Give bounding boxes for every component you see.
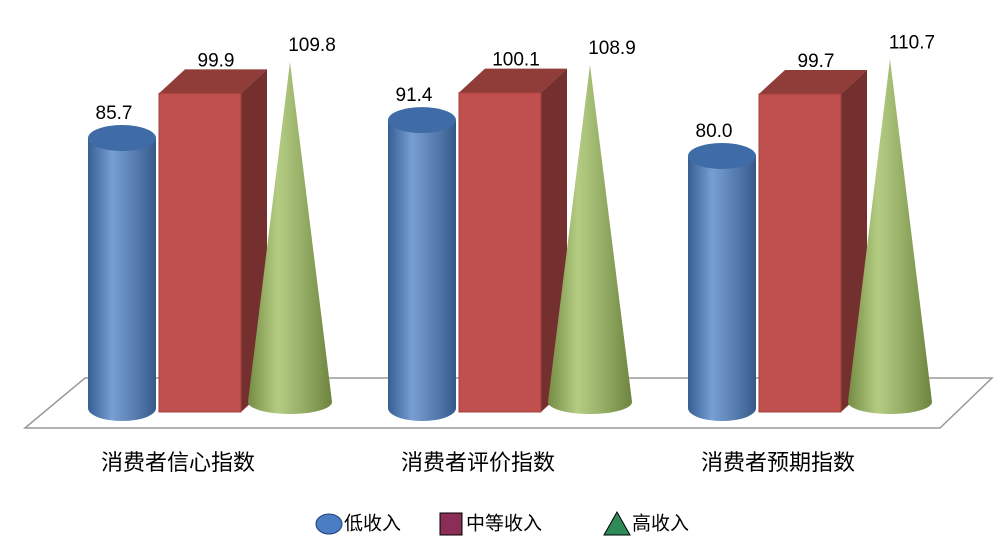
value-label: 109.8 [288, 35, 336, 56]
legend-label: 高收入 [632, 513, 689, 535]
legend-label: 中等收入 [466, 513, 542, 535]
legend-label: 低收入 [344, 513, 401, 535]
value-label: 99.9 [198, 50, 235, 71]
value-label: 80.0 [696, 121, 733, 142]
cylinder-shade [388, 120, 456, 421]
floor [22, 377, 994, 429]
bar [548, 64, 632, 414]
value-label: 100.1 [492, 50, 540, 71]
legend-marker [439, 512, 463, 536]
value-label: 99.7 [798, 51, 835, 72]
cylinder-top [688, 143, 756, 169]
box-top [459, 68, 567, 93]
box-top [159, 69, 267, 94]
cylinder-shade [88, 138, 156, 422]
value-label: 91.4 [396, 85, 433, 106]
box-top-shade [159, 69, 267, 94]
x-tick-label: 消费者预期指数 [701, 451, 855, 476]
cylinder-top [388, 107, 456, 134]
box-top-shade [759, 69, 867, 94]
cylinder-top [88, 125, 156, 152]
cylinder-shade [688, 156, 756, 421]
cylinder-top-shade [688, 143, 756, 169]
plot: 85.7 99.9 109.8 消费者信心指数 91.4 100.1 108.9 消费者评价指… [88, 32, 935, 476]
x-tick-label: 消费者信心指数 [101, 451, 255, 476]
cone-shade [248, 62, 332, 414]
bar [158, 69, 267, 413]
value-label: 85.7 [96, 103, 133, 124]
bar [248, 62, 332, 414]
cylinder-top-shade [88, 125, 156, 152]
bar [458, 68, 567, 413]
value-label: 110.7 [889, 32, 935, 53]
legend-marker [603, 510, 631, 536]
box-top-shade [459, 68, 567, 93]
box-front [458, 92, 542, 413]
cone-shade [848, 59, 932, 415]
x-tick-label: 消费者评价指数 [401, 451, 555, 476]
value-label: 108.9 [588, 38, 636, 59]
bar [88, 125, 156, 422]
box-front [158, 92, 242, 413]
box-top [759, 69, 867, 94]
bar [848, 59, 932, 415]
bar [758, 69, 867, 413]
bar [388, 107, 456, 421]
legend: 低收入 中等收入 高收入 [315, 510, 689, 536]
legend-marker [315, 513, 343, 535]
cylinder-top-shade [388, 107, 456, 134]
bar [688, 143, 756, 421]
cone-shade [548, 64, 632, 414]
box-front [758, 93, 842, 413]
